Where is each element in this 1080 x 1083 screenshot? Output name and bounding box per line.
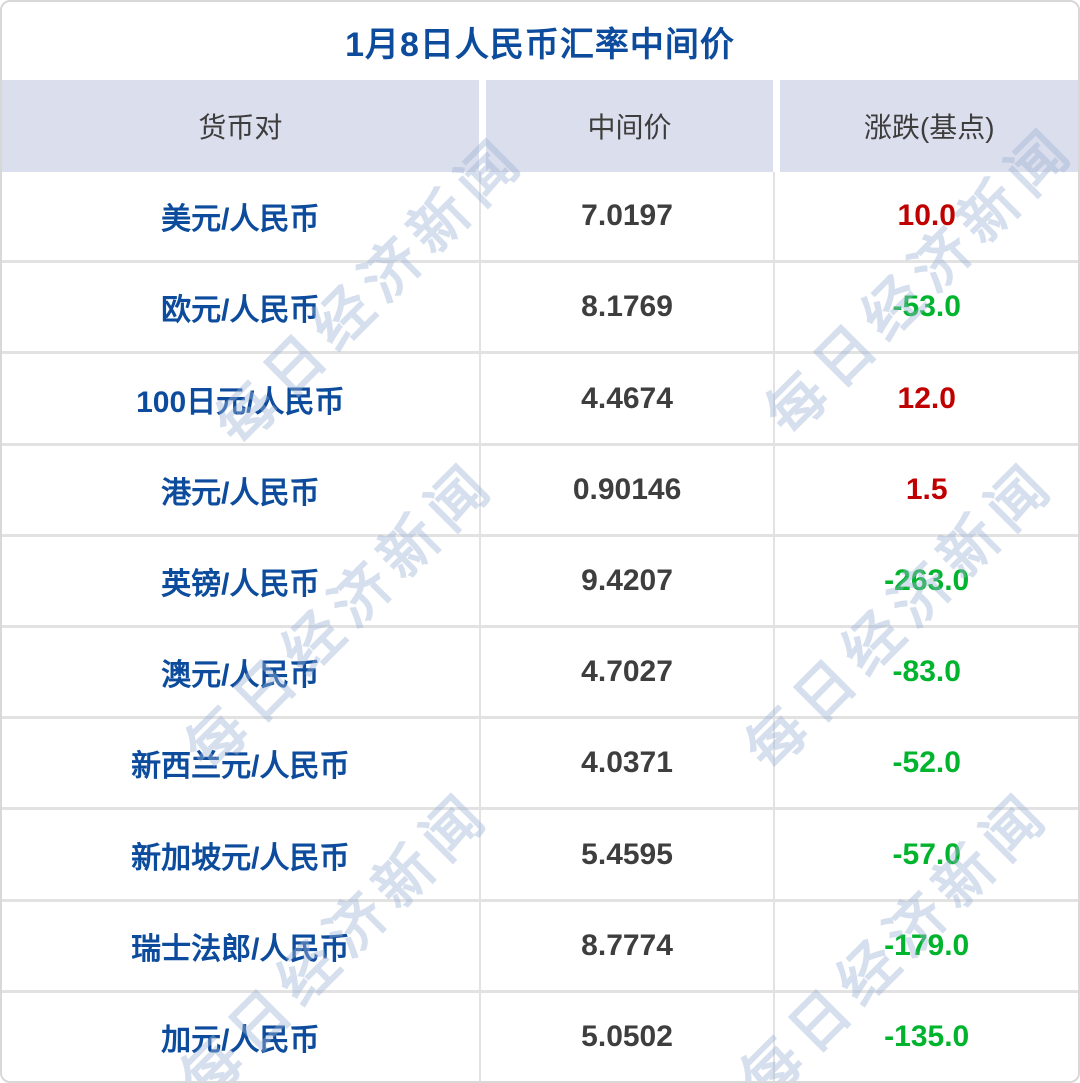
table-row: 加元/人民币 5.0502 -135.0 [2, 989, 1078, 1081]
change-bps-value: -135.0 [773, 992, 1078, 1081]
table-body: 美元/人民币 7.0197 10.0 欧元/人民币 8.1769 -53.0 1… [2, 172, 1078, 1081]
table-row: 澳元/人民币 4.7027 -83.0 [2, 625, 1078, 717]
currency-pair-label: 新加坡元/人民币 [131, 841, 350, 875]
change-bps-value: 1.5 [773, 445, 1078, 534]
currency-pair-label: 英镑/人民币 [161, 567, 320, 601]
change-bps-value: -53.0 [773, 263, 1078, 352]
table-row: 瑞士法郎/人民币 8.7774 -179.0 [2, 898, 1078, 990]
table-row: 港元/人民币 0.90146 1.5 [2, 442, 1078, 534]
currency-pair-label: 港元/人民币 [161, 476, 320, 510]
mid-price-value: 4.0371 [478, 719, 774, 808]
currency-pair-label: 美元/人民币 [161, 203, 320, 237]
table-row: 美元/人民币 7.0197 10.0 [2, 172, 1078, 261]
change-bps-value: -57.0 [773, 810, 1078, 899]
column-header-mid-price: 中间价 [478, 80, 774, 172]
mid-price-value: 0.90146 [478, 445, 774, 534]
mid-price-value: 9.4207 [478, 536, 774, 626]
currency-pair-label: 瑞士法郎/人民币 [131, 932, 350, 966]
change-bps-value: -263.0 [773, 536, 1078, 626]
table-row: 新加坡元/人民币 5.4595 -57.0 [2, 807, 1078, 899]
currency-pair-label: 100日元/人民币 [136, 385, 345, 419]
mid-price-value: 4.4674 [478, 354, 774, 443]
mid-price-value: 5.0502 [478, 992, 774, 1081]
mid-price-value: 5.4595 [478, 810, 774, 899]
currency-pair-label: 加元/人民币 [161, 1023, 320, 1057]
page-title: 1月8日人民币汇率中间价 [345, 25, 735, 64]
title-bar: 1月8日人民币汇率中间价 [2, 2, 1078, 80]
table-row: 100日元/人民币 4.4674 12.0 [2, 351, 1078, 443]
column-header-currency-pair: 货币对 [2, 80, 479, 172]
mid-price-value: 7.0197 [478, 172, 774, 261]
change-bps-value: -179.0 [773, 901, 1078, 990]
currency-pair-label: 欧元/人民币 [161, 294, 320, 328]
mid-price-value: 8.1769 [478, 263, 774, 352]
mid-price-value: 8.7774 [478, 901, 774, 990]
change-bps-value: -83.0 [773, 628, 1078, 717]
table-row: 英镑/人民币 9.4207 -263.0 [2, 533, 1078, 626]
currency-pair-label: 澳元/人民币 [161, 659, 320, 693]
currency-pair-label: 新西兰元/人民币 [131, 750, 350, 784]
mid-price-value: 4.7027 [478, 628, 774, 717]
change-bps-value: -52.0 [773, 719, 1078, 808]
change-bps-value: 12.0 [773, 354, 1078, 443]
table-header-row: 货币对 中间价 涨跌(基点) [2, 80, 1078, 172]
change-bps-value: 10.0 [773, 172, 1078, 261]
column-header-change-bps: 涨跌(基点) [773, 80, 1078, 172]
table-row: 新西兰元/人民币 4.0371 -52.0 [2, 716, 1078, 808]
table-row: 欧元/人民币 8.1769 -53.0 [2, 260, 1078, 352]
